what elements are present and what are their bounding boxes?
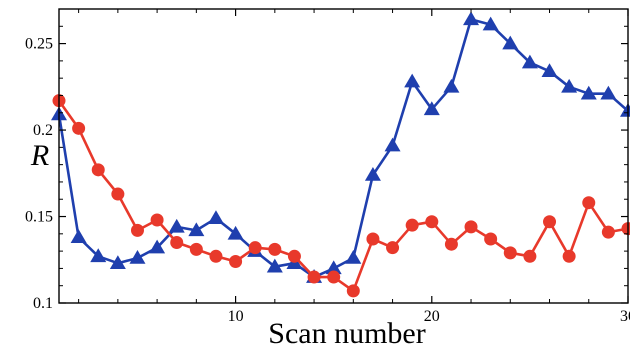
y-axis-title: R — [30, 139, 49, 172]
series-1-point — [543, 215, 557, 229]
series-1-point — [366, 232, 380, 246]
series-1-point — [189, 242, 203, 256]
series-0-point — [325, 260, 342, 275]
series-0-point — [384, 137, 401, 152]
series-0-point — [109, 255, 126, 269]
series-0-point — [364, 167, 381, 181]
series-0-point — [443, 78, 460, 93]
y-tick-label: 0.25 — [25, 36, 53, 53]
series-0-point — [482, 16, 499, 31]
series-1-point — [346, 284, 360, 298]
series-0-point — [207, 210, 224, 225]
series-1-point — [307, 270, 321, 284]
series-0-point — [521, 54, 538, 69]
series-1-point — [562, 249, 576, 263]
series-1-circle-group — [52, 94, 630, 298]
series-0-point — [129, 250, 146, 264]
series-layer — [51, 11, 630, 298]
series-0-point — [90, 248, 107, 263]
series-1-point — [405, 218, 419, 232]
series-1-point — [582, 196, 596, 210]
series-0-point — [266, 258, 283, 273]
series-1-point — [111, 187, 125, 201]
series-1-point — [444, 237, 458, 251]
series-0-point — [70, 229, 87, 244]
series-0-point — [463, 11, 480, 26]
series-0-point — [580, 85, 597, 100]
series-1-point — [523, 249, 537, 263]
series-0-point — [502, 35, 519, 50]
series-0-point — [423, 101, 440, 116]
series-0-point — [404, 73, 421, 88]
series-1-point — [425, 215, 439, 229]
plot-area-frame — [58, 8, 629, 304]
series-1-point — [72, 121, 86, 135]
series-1-point — [386, 241, 400, 255]
series-0-point — [188, 222, 205, 237]
series-1-point — [503, 246, 517, 260]
series-1-point — [268, 242, 282, 256]
series-1-point — [150, 213, 164, 227]
x-tick-label: 20 — [424, 308, 440, 325]
x-axis-title: Scan number — [268, 317, 425, 350]
y-tick-label: 0.1 — [33, 295, 53, 312]
axis-ticks: 10 20 30 0.1 0.15 0.2 0.25 — [25, 9, 630, 325]
series-1-point — [484, 232, 498, 246]
x-tick-label: 30 — [620, 308, 630, 325]
series-0-point — [561, 78, 578, 93]
series-0-triangle-group — [51, 11, 630, 283]
x-tick-label: 10 — [228, 308, 244, 325]
series-0-point — [541, 63, 558, 78]
series-0-point — [227, 225, 244, 240]
series-0-point — [168, 218, 185, 233]
series-0-point — [149, 239, 166, 254]
series-1-point — [601, 225, 615, 239]
series-0-point — [345, 250, 362, 264]
series-1-point — [130, 223, 144, 237]
series-1-point — [248, 241, 262, 255]
series-0-line — [57, 18, 629, 279]
series-1-point — [229, 254, 243, 268]
series-1-point — [91, 163, 105, 177]
series-1-point — [327, 270, 341, 284]
y-tick-label: 0.15 — [25, 209, 53, 226]
y-tick-label: 0.2 — [33, 122, 53, 139]
series-1-point — [621, 222, 630, 236]
series-1-point — [287, 249, 301, 263]
series-0-point — [600, 85, 617, 100]
series-1-point — [170, 235, 184, 249]
series-1-point — [464, 220, 478, 234]
series-1-point — [209, 249, 223, 263]
